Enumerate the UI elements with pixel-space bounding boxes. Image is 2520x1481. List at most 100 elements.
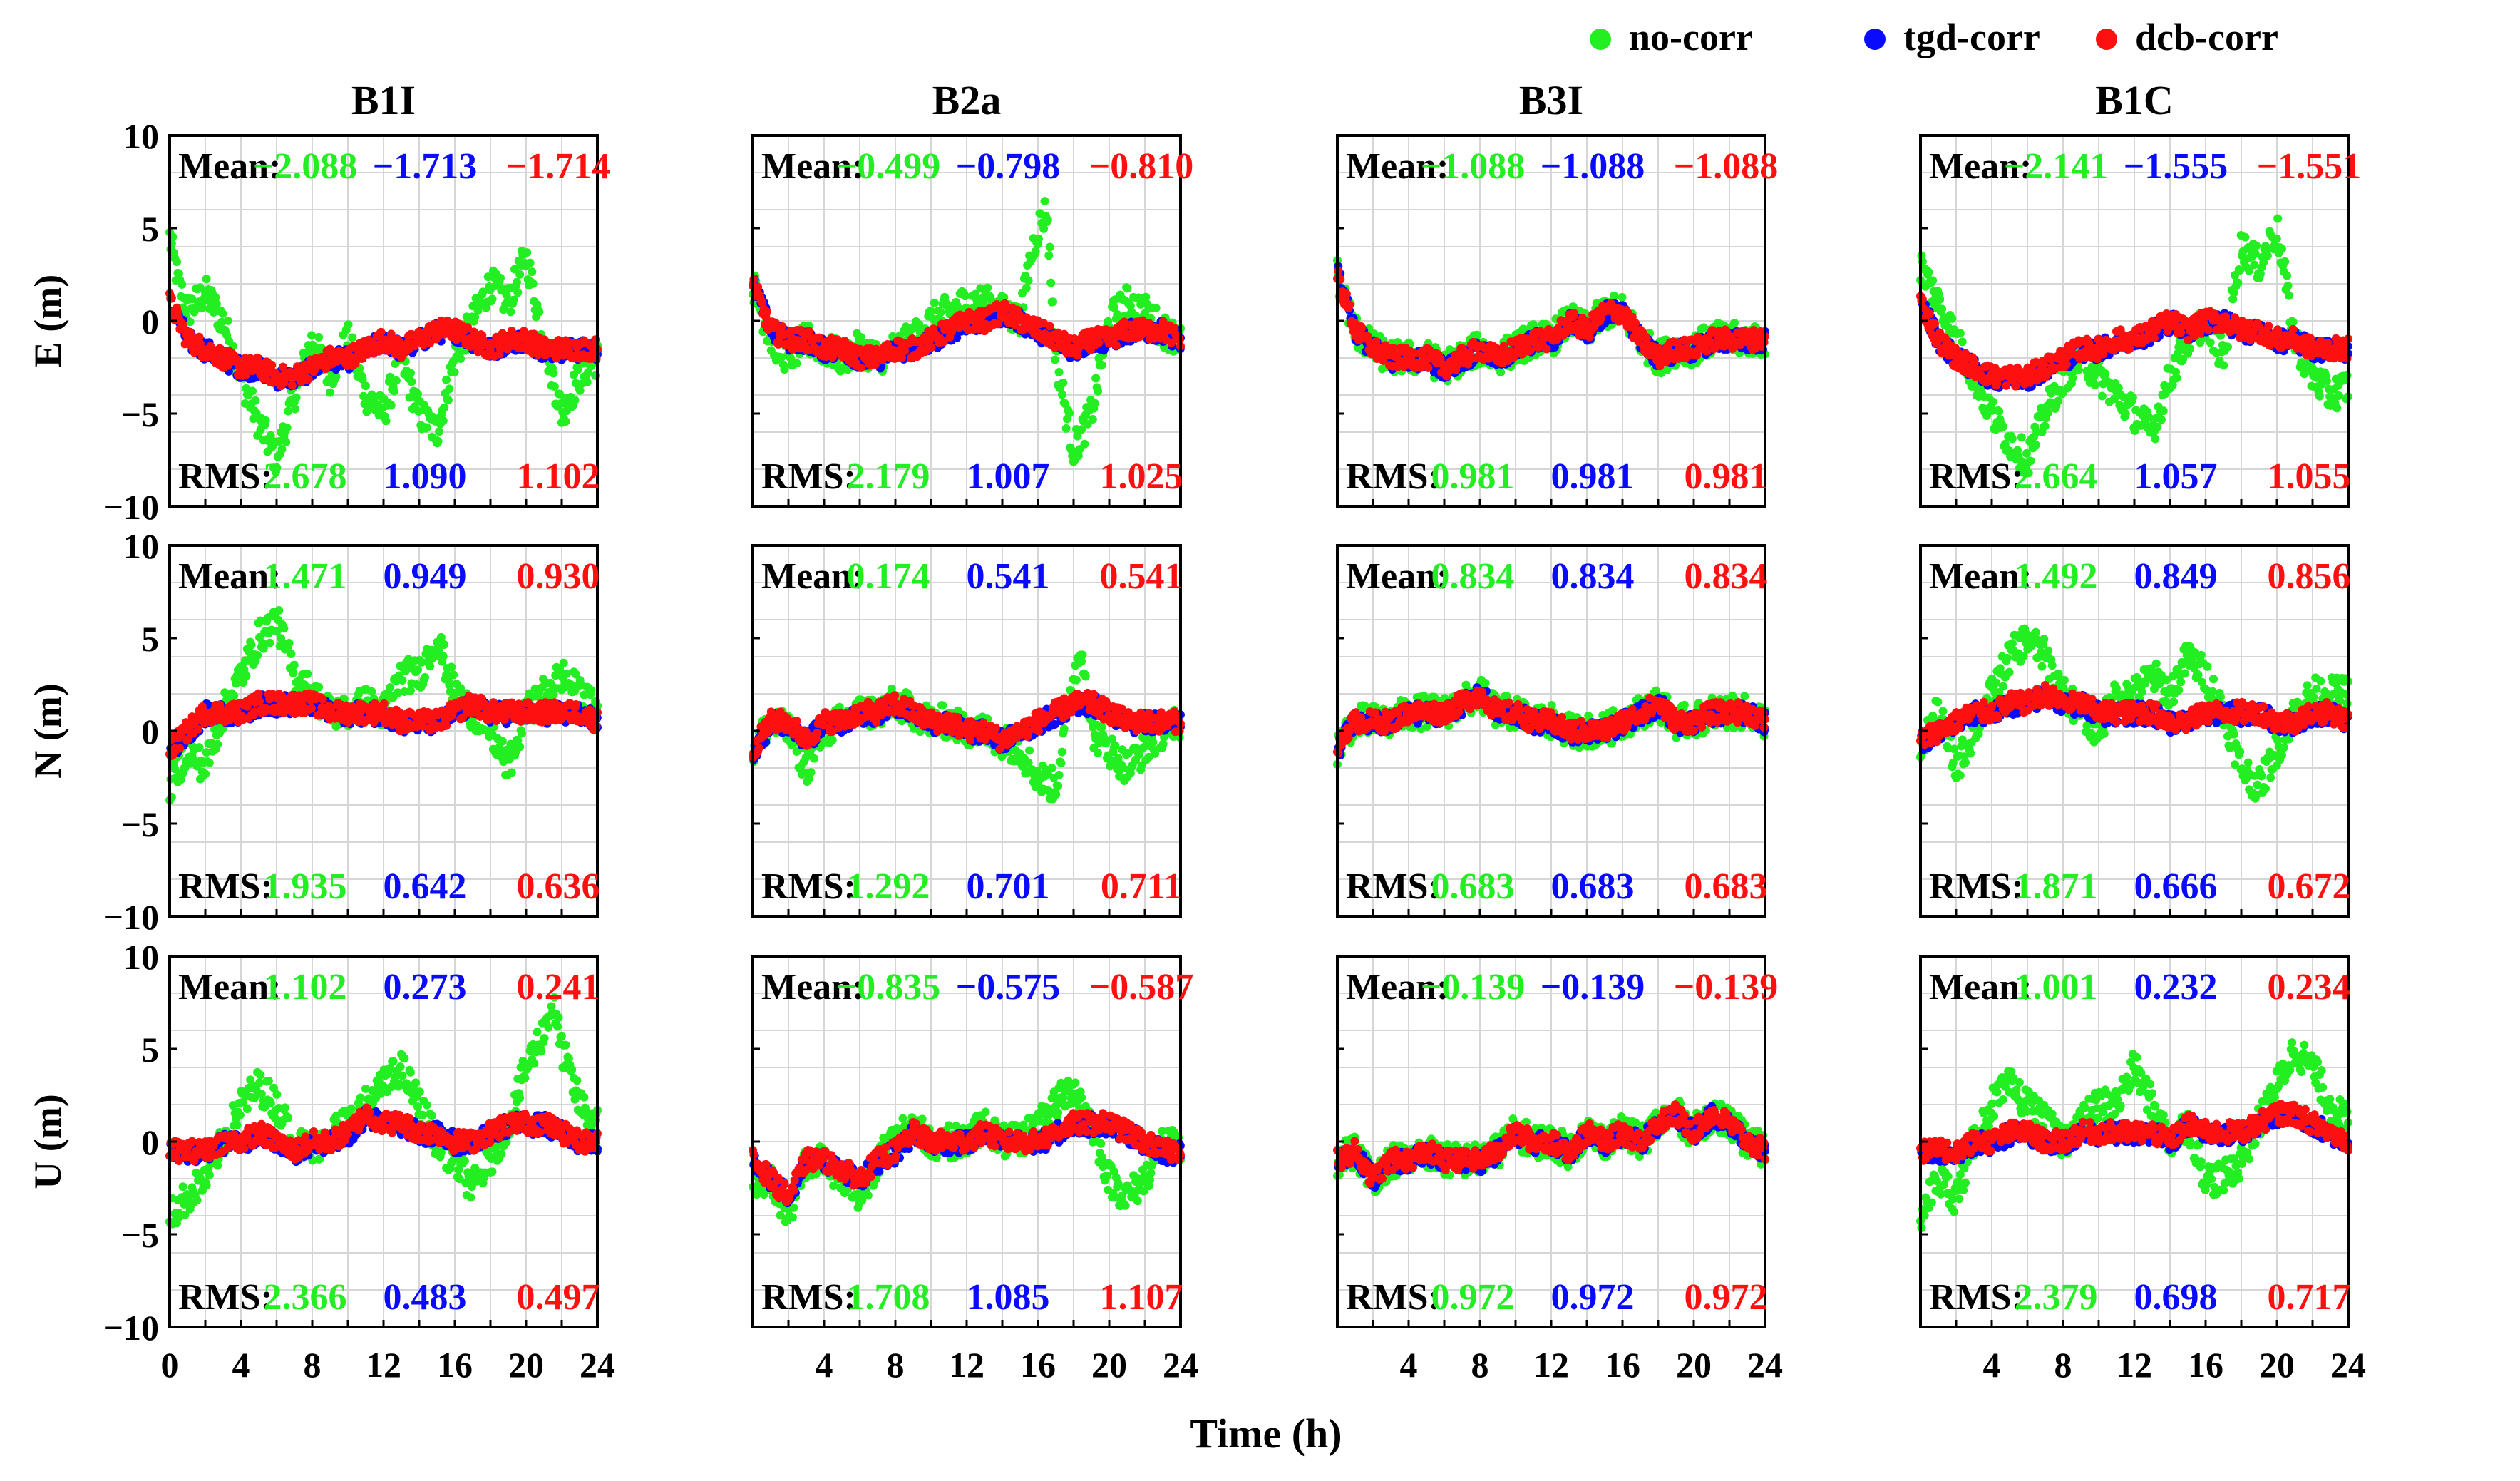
dcb-corr-point (1542, 344, 1551, 354)
no-corr-point (442, 375, 451, 384)
no-corr-point (1998, 422, 2007, 431)
no-corr-point (1123, 284, 1132, 293)
no-corr-point (438, 416, 448, 425)
no-corr-point (2241, 232, 2250, 242)
no-corr-point (1610, 291, 1619, 300)
dcb-corr-point (1930, 319, 1940, 328)
column-title-B2a: B2a (932, 77, 1002, 123)
no-corr-point (173, 257, 182, 267)
no-corr-point (422, 423, 431, 432)
y-tick-label: −5 (121, 394, 160, 434)
legend-marker-no-corr (1590, 29, 1611, 50)
no-corr-point (1061, 424, 1071, 433)
no-corr-point (406, 369, 415, 378)
rms-value-no-corr: 0.981 (1431, 456, 1515, 497)
dcb-corr-point (993, 319, 1002, 329)
dcb-corr-point (278, 362, 287, 371)
no-corr-point (550, 381, 559, 391)
no-corr-point (272, 463, 282, 472)
no-corr-point (792, 359, 801, 368)
no-corr-point (223, 316, 232, 325)
dcb-corr-point (1631, 319, 1640, 328)
y-tick-label: 10 (123, 116, 159, 156)
rms-value-dcb-corr: 1.025 (1100, 456, 1183, 497)
no-corr-point (506, 307, 515, 317)
no-corr-point (325, 388, 334, 397)
no-corr-point (1730, 318, 1739, 327)
dcb-corr-point (1570, 309, 1579, 318)
no-corr-point (361, 381, 370, 391)
dcb-corr-point (426, 338, 435, 347)
no-corr-point (435, 427, 444, 436)
no-corr-point (1059, 378, 1068, 387)
mean-value-dcb-corr: −0.810 (1089, 146, 1194, 187)
dcb-corr-point (1345, 300, 1354, 309)
dcb-corr-point (1342, 289, 1351, 299)
no-corr-point (2280, 257, 2290, 266)
no-corr-point (1064, 409, 1074, 418)
mean-value-tgd-corr: −1.088 (1541, 146, 1645, 187)
no-corr-point (413, 389, 422, 399)
no-corr-point (1988, 397, 1997, 406)
dcb-corr-point (304, 374, 313, 384)
no-corr-point (358, 374, 367, 384)
legend-marker-tgd-corr (1864, 29, 1886, 50)
rms-label: RMS: (761, 456, 856, 497)
rms-label: RMS: (178, 456, 273, 497)
dcb-corr-point (754, 282, 763, 292)
no-corr-point (195, 283, 205, 292)
no-corr-point (2043, 408, 2052, 417)
no-corr-point (2031, 440, 2040, 449)
dcb-corr-point (463, 323, 473, 332)
dcb-corr-point (357, 354, 366, 364)
no-corr-point (187, 294, 197, 304)
no-corr-point (266, 431, 275, 440)
no-corr-point (2283, 281, 2293, 290)
no-corr-point (2273, 214, 2283, 223)
dcb-corr-point (279, 378, 289, 387)
legend-label-tgd-corr: tgd-corr (1903, 16, 2040, 58)
no-corr-point (1097, 360, 1106, 369)
no-corr-point (528, 279, 538, 288)
dcb-corr-point (947, 327, 957, 337)
no-corr-point (2186, 344, 2195, 353)
rms-value-dcb-corr: 0.981 (1685, 456, 1768, 497)
no-corr-point (2172, 374, 2181, 383)
dcb-corr-point (287, 381, 297, 390)
no-corr-point (261, 416, 270, 425)
no-corr-point (284, 406, 293, 416)
no-corr-point (561, 416, 570, 426)
mean-value-no-corr: −2.088 (253, 146, 358, 187)
no-corr-point (1948, 314, 1957, 323)
mean-value-dcb-corr: −1.088 (1674, 146, 1779, 187)
no-corr-point (2315, 391, 2324, 401)
no-corr-point (2040, 421, 2050, 431)
no-corr-point (1935, 294, 1945, 304)
dcb-corr-point (1094, 338, 1104, 347)
no-corr-point (391, 376, 401, 385)
panel-E-B1C (1916, 134, 2352, 508)
dcb-corr-point (2011, 381, 2020, 391)
column-title-B1I: B1I (351, 77, 416, 123)
dcb-corr-point (1111, 341, 1121, 350)
no-corr-point (523, 248, 532, 257)
no-corr-point (307, 331, 317, 340)
dcb-corr-point (1357, 323, 1367, 332)
dcb-corr-point (1424, 363, 1433, 372)
column-title-B3I: B3I (1519, 77, 1583, 123)
no-corr-point (478, 287, 488, 297)
no-corr-point (1045, 242, 1054, 252)
panel-E-B1I (165, 134, 602, 508)
no-corr-point (2074, 365, 2083, 374)
no-corr-point (1050, 355, 1059, 364)
no-corr-point (573, 365, 582, 374)
no-corr-point (1046, 278, 1056, 287)
panel-E-B2a (749, 134, 1185, 508)
no-corr-point (2090, 381, 2099, 390)
no-corr-point (247, 386, 257, 396)
dcb-corr-point (1045, 322, 1054, 331)
dcb-corr-point (436, 316, 446, 325)
dcb-corr-point (195, 332, 204, 342)
no-corr-point (495, 273, 505, 282)
no-corr-point (936, 308, 945, 317)
